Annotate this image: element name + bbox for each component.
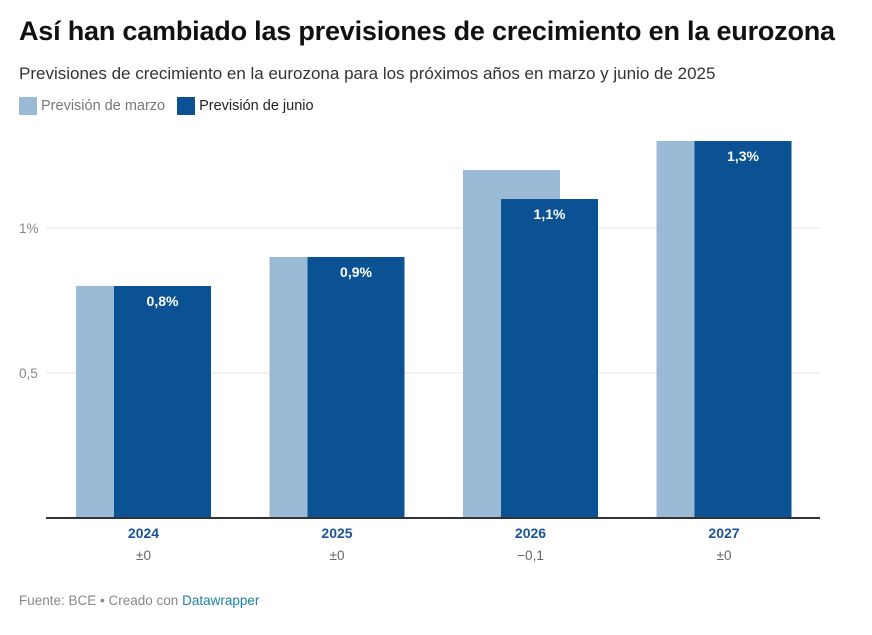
- legend: Previsión de marzo Previsión de junio: [19, 97, 326, 115]
- x-tick-label-2024: 2024: [128, 525, 159, 541]
- x-tick-label-2026: 2026: [515, 525, 546, 541]
- difference-label-2027: ±0: [717, 548, 732, 563]
- legend-label-march: Previsión de marzo: [41, 98, 166, 114]
- value-label-2024: 0,8%: [147, 293, 179, 309]
- bar-june-2025: [307, 257, 405, 518]
- x-tick-label-2027: 2027: [708, 525, 739, 541]
- difference-label-2025: ±0: [330, 548, 345, 563]
- legend-item-march: Previsión de marzo: [19, 97, 165, 115]
- footer-source: Fuente: BCE • Creado con: [19, 593, 179, 608]
- legend-swatch-june: [177, 97, 196, 115]
- y-tick-label: 0,5: [19, 366, 38, 381]
- footer: Fuente: BCE • Creado con Datawrapper: [19, 593, 259, 608]
- value-label-2025: 0,9%: [340, 264, 372, 280]
- value-label-2027: 1,3%: [727, 148, 759, 164]
- legend-item-june: Previsión de junio: [177, 97, 314, 115]
- value-label-2026: 1,1%: [534, 206, 566, 222]
- bar-june-2027: [694, 141, 792, 518]
- y-tick-label: 1%: [19, 221, 39, 236]
- chart-title: Así han cambiado las previsiones de crec…: [19, 16, 835, 46]
- datawrapper-link[interactable]: Datawrapper: [182, 593, 260, 608]
- difference-label-2026: −0,1: [517, 548, 544, 563]
- x-tick-label-2025: 2025: [321, 525, 352, 541]
- legend-label-june: Previsión de junio: [199, 98, 314, 114]
- bar-june-2024: [114, 286, 211, 518]
- legend-swatch-march: [19, 97, 37, 115]
- difference-label-2024: ±0: [136, 548, 151, 563]
- chart-subtitle: Previsiones de crecimiento en la eurozon…: [19, 64, 716, 83]
- bar-june-2026: [501, 199, 598, 518]
